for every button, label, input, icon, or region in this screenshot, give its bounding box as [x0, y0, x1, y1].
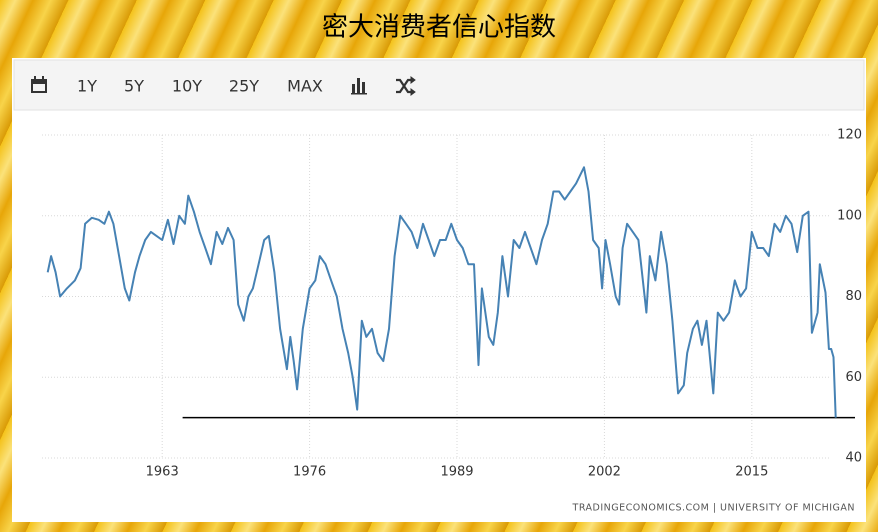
y-tick-label: 60	[845, 370, 862, 385]
x-tick-label: 2002	[588, 465, 621, 480]
range-button[interactable]: 10Y	[172, 77, 202, 96]
x-tick-label: 2015	[735, 465, 768, 480]
range-button[interactable]: 25Y	[229, 77, 259, 96]
x-tick-label: 1963	[146, 465, 179, 480]
x-tick-label: 1976	[293, 465, 326, 480]
y-tick-label: 40	[845, 451, 862, 466]
calendar-icon[interactable]	[31, 76, 47, 93]
data-line	[46, 166, 837, 418]
y-tick-label: 80	[845, 289, 862, 304]
toolbar	[13, 59, 865, 111]
chart-title: 密大消费者信心指数	[322, 13, 556, 43]
range-button[interactable]: MAX	[287, 77, 323, 96]
range-button[interactable]: 1Y	[77, 77, 97, 96]
x-tick-label: 1989	[440, 465, 473, 480]
y-tick-label: 120	[837, 128, 862, 143]
bar-chart-icon[interactable]	[351, 78, 367, 95]
shuffle-icon[interactable]	[396, 76, 416, 96]
source-note: TRADINGECONOMICS.COM | UNIVERSITY OF MIC…	[572, 503, 855, 514]
range-button[interactable]: 5Y	[124, 77, 144, 96]
y-tick-label: 100	[837, 208, 862, 223]
